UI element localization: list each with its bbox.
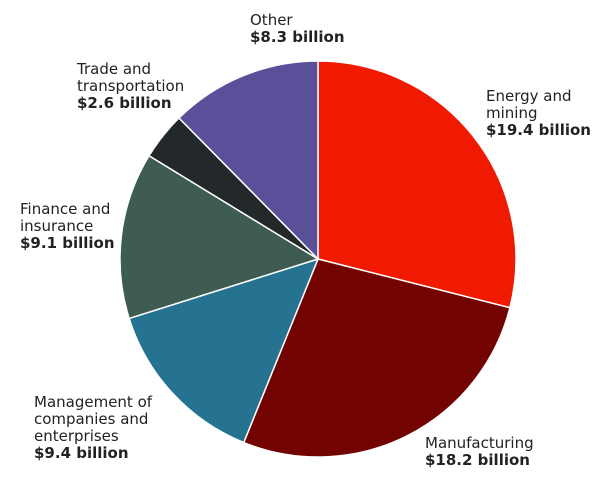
label-trade-transportation: Trade and transportation $2.6 billion <box>77 61 184 112</box>
label-value: $19.4 billion <box>486 121 591 139</box>
label-name: Other <box>250 11 293 29</box>
label-value: $8.3 billion <box>250 28 345 46</box>
label-name: Manufacturing <box>425 434 534 452</box>
label-name: Finance and insurance <box>20 200 111 235</box>
label-manufacturing: Manufacturing $18.2 billion <box>425 435 534 469</box>
pie-slice-0 <box>317 60 517 309</box>
label-value: $9.4 billion <box>34 444 129 462</box>
pie-slice-5 <box>177 60 319 261</box>
label-energy-mining: Energy and mining $19.4 billion <box>486 88 591 139</box>
label-value: $2.6 billion <box>77 94 172 112</box>
label-management: Management of companies and enterprises … <box>34 394 152 462</box>
label-value: $9.1 billion <box>20 234 115 252</box>
label-other: Other $8.3 billion <box>250 12 345 46</box>
pie-slice-1 <box>242 258 511 458</box>
label-value: $18.2 billion <box>425 451 530 469</box>
pie-slice-3 <box>119 154 320 320</box>
pie-slice-2 <box>128 257 320 444</box>
label-name: Management of companies and enterprises <box>34 393 153 445</box>
label-finance-insurance: Finance and insurance $9.1 billion <box>20 201 115 252</box>
label-name: Energy and mining <box>486 87 572 122</box>
label-name: Trade and transportation <box>77 60 185 95</box>
